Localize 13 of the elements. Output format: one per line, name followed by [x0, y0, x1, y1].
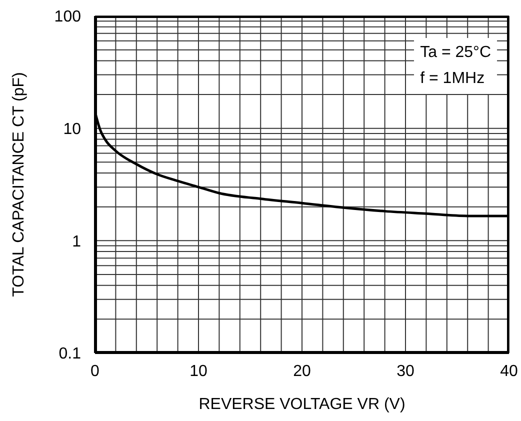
x-tick-label: 40: [500, 363, 518, 381]
x-axis-title: REVERSE VOLTAGE VR (V): [198, 396, 406, 413]
y-axis-title: TOTAL CAPACITANCE CT (pF): [10, 72, 28, 297]
x-tick-label: 0: [90, 363, 100, 381]
x-tick-label: 30: [396, 363, 414, 381]
annotation: f = 1MHz: [420, 69, 486, 89]
y-tick-label: 10: [63, 121, 82, 138]
annotation: Ta = 25°C: [420, 43, 491, 63]
x-tick-label: 10: [190, 363, 208, 381]
x-tick-label: 20: [293, 363, 311, 381]
y-tick-label: 100: [54, 8, 82, 26]
y-tick-label: 1: [72, 233, 82, 250]
y-tick-label: 0.1: [58, 346, 82, 363]
